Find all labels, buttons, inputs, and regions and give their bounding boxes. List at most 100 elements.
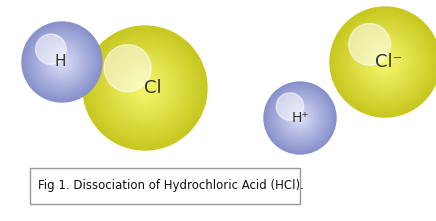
Circle shape	[30, 30, 94, 94]
Circle shape	[282, 100, 318, 136]
Circle shape	[293, 111, 307, 125]
Circle shape	[89, 32, 201, 144]
Circle shape	[297, 115, 303, 121]
Circle shape	[292, 110, 308, 126]
Circle shape	[384, 61, 386, 63]
Circle shape	[51, 51, 73, 73]
Circle shape	[295, 113, 305, 123]
Circle shape	[283, 101, 317, 135]
Circle shape	[39, 39, 85, 85]
Circle shape	[272, 90, 328, 146]
Circle shape	[117, 60, 173, 116]
Circle shape	[129, 72, 160, 103]
Circle shape	[330, 7, 436, 117]
Circle shape	[285, 103, 315, 133]
Circle shape	[360, 37, 410, 87]
Circle shape	[54, 54, 70, 70]
Circle shape	[267, 85, 333, 151]
Circle shape	[349, 23, 391, 65]
Circle shape	[273, 91, 327, 145]
Circle shape	[120, 63, 170, 113]
Circle shape	[25, 25, 99, 99]
Circle shape	[265, 83, 335, 153]
Circle shape	[119, 62, 171, 114]
Circle shape	[112, 55, 177, 120]
Circle shape	[275, 93, 325, 143]
Circle shape	[358, 34, 412, 90]
Circle shape	[36, 34, 66, 64]
Circle shape	[280, 98, 320, 138]
Circle shape	[85, 28, 205, 149]
Circle shape	[334, 11, 436, 113]
Circle shape	[333, 10, 436, 114]
Circle shape	[352, 29, 418, 95]
Circle shape	[46, 46, 78, 78]
Circle shape	[133, 76, 157, 100]
Circle shape	[348, 25, 422, 99]
Circle shape	[134, 77, 156, 99]
Circle shape	[353, 30, 417, 94]
Circle shape	[41, 41, 83, 83]
Circle shape	[42, 42, 82, 82]
Circle shape	[111, 54, 179, 122]
Circle shape	[349, 26, 421, 98]
Circle shape	[114, 57, 176, 119]
Circle shape	[269, 86, 331, 149]
Circle shape	[371, 48, 399, 76]
Circle shape	[43, 43, 81, 81]
Circle shape	[28, 28, 96, 96]
Circle shape	[126, 69, 164, 107]
Circle shape	[34, 34, 90, 90]
Text: H⁺: H⁺	[291, 111, 309, 125]
Circle shape	[86, 29, 204, 147]
Circle shape	[31, 31, 93, 93]
Circle shape	[279, 96, 322, 140]
Circle shape	[122, 65, 168, 111]
Circle shape	[288, 106, 312, 130]
Circle shape	[95, 38, 194, 138]
Text: Cl⁻: Cl⁻	[375, 53, 402, 71]
Circle shape	[32, 32, 92, 92]
Circle shape	[296, 114, 303, 122]
Circle shape	[83, 26, 207, 150]
Circle shape	[337, 14, 433, 110]
Circle shape	[97, 40, 193, 136]
Circle shape	[347, 23, 423, 101]
Circle shape	[279, 97, 321, 139]
Circle shape	[367, 44, 403, 80]
Circle shape	[375, 52, 395, 72]
Circle shape	[29, 29, 95, 95]
Circle shape	[103, 46, 187, 130]
Circle shape	[341, 18, 429, 106]
Circle shape	[128, 71, 162, 105]
Circle shape	[37, 37, 87, 87]
Circle shape	[364, 41, 405, 83]
Circle shape	[361, 39, 409, 85]
Circle shape	[382, 59, 388, 65]
Circle shape	[123, 66, 167, 110]
Circle shape	[142, 85, 148, 91]
Circle shape	[24, 24, 100, 100]
Circle shape	[36, 36, 88, 88]
Circle shape	[143, 86, 146, 90]
Circle shape	[286, 105, 313, 131]
Circle shape	[105, 48, 185, 128]
Circle shape	[345, 22, 425, 102]
Circle shape	[276, 93, 303, 120]
Circle shape	[335, 13, 435, 112]
Circle shape	[274, 92, 326, 144]
Circle shape	[57, 57, 67, 67]
Circle shape	[276, 94, 324, 142]
Circle shape	[44, 44, 80, 80]
Circle shape	[47, 47, 77, 77]
Circle shape	[131, 74, 159, 102]
Circle shape	[296, 114, 304, 122]
Circle shape	[108, 51, 182, 125]
Circle shape	[379, 57, 391, 67]
Circle shape	[291, 109, 309, 127]
Circle shape	[109, 52, 181, 124]
Circle shape	[136, 79, 154, 97]
Circle shape	[23, 23, 101, 101]
Circle shape	[139, 82, 151, 94]
Circle shape	[125, 68, 165, 108]
